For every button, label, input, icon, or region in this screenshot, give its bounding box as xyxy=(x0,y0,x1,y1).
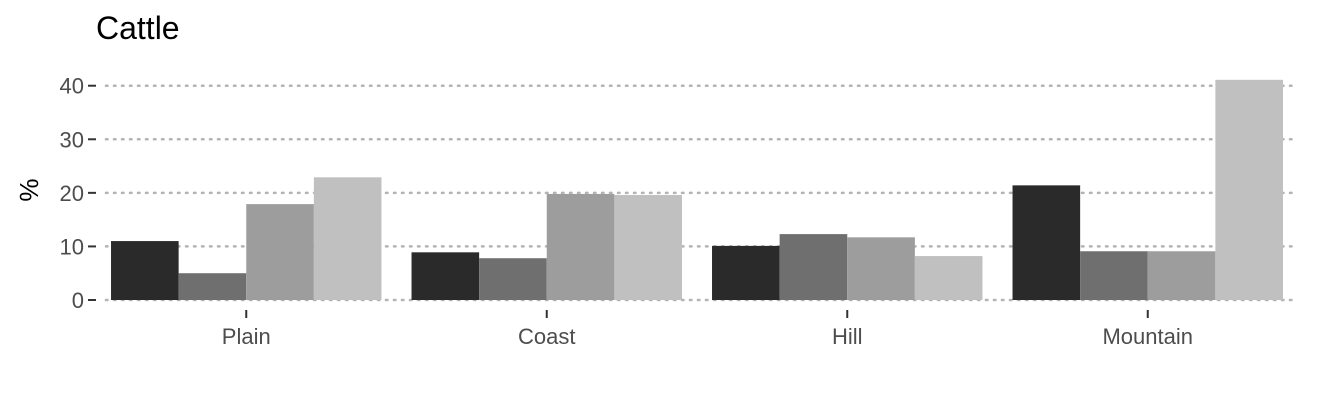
bar-hill-1 xyxy=(712,245,780,300)
y-tick-label-0: 0 xyxy=(72,288,84,313)
bar-coast-4 xyxy=(614,195,682,300)
axes: 0 10 20 30 40 Plain Coast Hill Mountain xyxy=(60,74,1193,349)
bar-coast-1 xyxy=(411,252,480,300)
x-tick-label-0: Plain xyxy=(222,324,271,349)
bar-mountain-2 xyxy=(1080,251,1148,300)
bar-plain-4 xyxy=(313,177,382,300)
chart-title: Cattle xyxy=(96,10,180,46)
y-axis-title: % xyxy=(14,178,44,201)
bars xyxy=(111,79,1283,300)
y-tick-label-3: 30 xyxy=(60,127,84,152)
bar-hill-4 xyxy=(914,256,983,300)
bar-coast-3 xyxy=(546,193,615,300)
bar-mountain-3 xyxy=(1147,251,1216,300)
x-tick-label-2: Hill xyxy=(832,324,863,349)
bar-mountain-4 xyxy=(1215,79,1283,300)
bar-hill-2 xyxy=(779,234,848,300)
y-tick-label-4: 40 xyxy=(60,74,84,99)
x-tick-label-3: Mountain xyxy=(1102,324,1193,349)
x-tick-label-1: Coast xyxy=(518,324,575,349)
bar-coast-2 xyxy=(479,258,547,300)
bar-plain-1 xyxy=(111,241,179,300)
bar-plain-3 xyxy=(246,204,314,300)
bar-hill-3 xyxy=(847,237,915,300)
y-tick-label-2: 20 xyxy=(60,181,84,206)
y-tick-label-1: 10 xyxy=(60,234,84,259)
bar-mountain-1 xyxy=(1012,185,1081,300)
bar-plain-2 xyxy=(178,273,247,300)
